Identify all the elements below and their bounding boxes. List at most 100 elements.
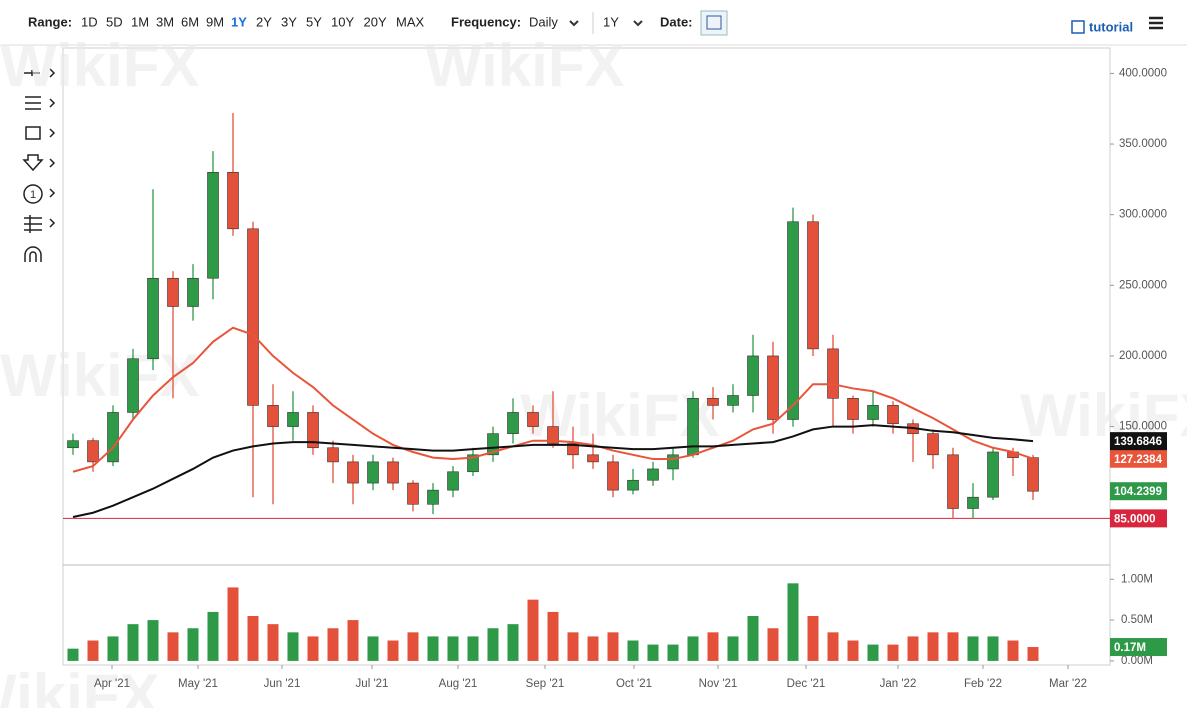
range-button[interactable]: 2Y <box>256 14 272 29</box>
volume-bar <box>367 636 379 661</box>
x-tick-label: Jan '22 <box>880 678 917 690</box>
tool-icon[interactable] <box>22 154 44 172</box>
price-line-label-badge <box>1110 509 1167 528</box>
candle-body <box>847 398 859 420</box>
candle-body <box>307 412 319 449</box>
watermark: WikiFX <box>0 662 159 708</box>
candle-body <box>867 405 879 420</box>
candle-body <box>647 468 659 481</box>
volume-bar <box>507 624 519 661</box>
range-button[interactable]: 1D <box>81 14 98 29</box>
sidebar <box>22 68 56 262</box>
volume-bar <box>767 628 779 661</box>
y-tick-label: 0.00M <box>1121 655 1153 667</box>
volume-bar <box>187 628 199 661</box>
tool-icon[interactable] <box>24 246 42 262</box>
y-tick-label: 350.0000 <box>1119 138 1167 150</box>
range-button[interactable]: 3M <box>156 14 174 29</box>
candle-body <box>807 221 819 350</box>
tool-icon[interactable] <box>25 126 41 140</box>
candle-body <box>127 358 139 413</box>
candle-body <box>947 454 959 509</box>
volume-bar <box>907 636 919 661</box>
y-tick-label: 150.0000 <box>1119 421 1167 433</box>
range-button[interactable]: 20Y <box>364 14 387 29</box>
moving-average <box>72 326 1034 473</box>
volume-bar <box>227 587 239 661</box>
x-tick-label: Jul '21 <box>356 678 389 690</box>
tutorial-icon <box>1071 20 1085 34</box>
range-label: Range: <box>28 14 72 29</box>
volume-bar <box>787 583 799 661</box>
x-tick-label: Sep '21 <box>526 678 565 690</box>
x-tick-label: Aug '21 <box>439 678 478 690</box>
menu-icon[interactable] <box>1149 16 1163 30</box>
tutorial-link[interactable]: tutorial <box>1089 19 1133 34</box>
candle-body <box>587 454 599 463</box>
range-button[interactable]: 9M <box>206 14 224 29</box>
volume-bar <box>407 632 419 661</box>
volume-bar <box>1027 647 1039 661</box>
y-tick-label: 250.0000 <box>1119 279 1167 291</box>
y-tick-label: 300.0000 <box>1119 209 1167 221</box>
x-tick-label: Feb '22 <box>964 678 1002 690</box>
candle-body <box>407 482 419 505</box>
volume-bar <box>667 644 679 661</box>
range-button[interactable]: 10Y <box>331 14 354 29</box>
period-select[interactable]: 1Y <box>603 14 619 29</box>
candle-body <box>247 228 259 406</box>
last-volume-label: 0.17M <box>1114 642 1146 654</box>
x-tick-label: Oct '21 <box>616 678 652 690</box>
volume-bar <box>67 648 79 661</box>
frequency-select[interactable]: Daily <box>529 14 558 29</box>
x-tick-label: May '21 <box>178 678 218 690</box>
volume-bar <box>447 636 459 661</box>
candle-body <box>707 398 719 406</box>
last-value-label-badge <box>1110 432 1167 451</box>
chevron <box>49 68 56 228</box>
volume-bar <box>267 624 279 661</box>
volume-bar <box>467 636 479 661</box>
tool-icon[interactable] <box>24 215 42 233</box>
candle-body <box>887 405 899 425</box>
tool-icon[interactable] <box>25 96 41 110</box>
range-button[interactable]: 1Y <box>231 14 247 29</box>
volume-bar <box>687 636 699 661</box>
volume-bar <box>327 628 339 661</box>
volume-bar <box>307 636 319 661</box>
candle-body <box>107 412 119 463</box>
volume-bar <box>87 640 99 661</box>
candle-body <box>387 461 399 484</box>
range-button[interactable]: 5Y <box>306 14 322 29</box>
range-button[interactable]: 5D <box>106 14 123 29</box>
tool-icon[interactable] <box>23 184 43 204</box>
candle-body <box>167 277 179 307</box>
dropdown-icon <box>633 20 643 27</box>
volume-bar <box>807 616 819 661</box>
candle-body <box>607 461 619 491</box>
dropdown-icon <box>569 20 579 27</box>
candle-body <box>367 461 379 484</box>
candle-body <box>447 471 459 491</box>
x-tick-label: Mar '22 <box>1049 678 1087 690</box>
candle-body <box>467 454 479 473</box>
range-button[interactable]: 6M <box>181 14 199 29</box>
volume-bar <box>547 611 559 661</box>
last-value-label-badge <box>1110 449 1167 468</box>
calendar-button[interactable] <box>700 10 728 36</box>
last-volume-label-badge <box>1110 638 1167 657</box>
candle-body <box>567 443 579 456</box>
range-button[interactable]: MAX <box>396 14 425 29</box>
tool-icon[interactable] <box>24 70 40 76</box>
volume-bar <box>947 632 959 661</box>
range-button[interactable]: 1M <box>131 14 149 29</box>
volume-bar <box>167 632 179 661</box>
range-button[interactable]: 3Y <box>281 14 297 29</box>
volume-bar <box>727 636 739 661</box>
volume-bar <box>527 599 539 661</box>
x-tick-label: Apr '21 <box>94 678 130 690</box>
volume-bar <box>207 611 219 661</box>
volume-bar <box>887 644 899 661</box>
volume-bar <box>987 636 999 661</box>
